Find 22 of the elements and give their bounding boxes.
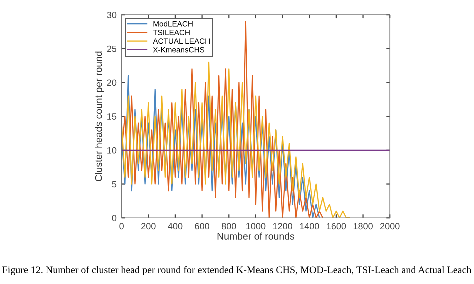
- y-axis-title: Cluster heads count per round: [95, 52, 104, 182]
- y-tick-label: 15: [108, 114, 117, 120]
- y-tick-label: 30: [107, 12, 117, 18]
- x-tick-label: 2000: [380, 223, 400, 230]
- x-tick-label: 1400: [300, 223, 320, 230]
- x-tick-label: 1600: [327, 223, 346, 230]
- x-tick-label: 400: [168, 223, 183, 230]
- x-tick-label: 0: [120, 223, 124, 230]
- y-tick-label: 20: [107, 80, 117, 86]
- x-tick-label: 600: [195, 223, 210, 230]
- x-tick-label: 1000: [246, 223, 266, 230]
- y-tick-label: 10: [108, 147, 117, 154]
- caption: Figure 12. Number of cluster head per round for extended K-Means CHS, MOD-Leach, TSI-Leach and Actual Leach: [2, 266, 472, 276]
- x-tick-label: 200: [142, 223, 156, 230]
- x-axis-title: Number of rounds: [218, 232, 295, 240]
- x-tick-label: 800: [222, 223, 236, 230]
- y-tick-label: 25: [107, 46, 117, 52]
- y-tick-label: 5: [112, 181, 117, 188]
- y-tick-label: 0: [112, 215, 117, 222]
- x-tick-label: 1200: [273, 223, 292, 230]
- x-tick-label: 1800: [354, 223, 373, 230]
- line-series: [122, 21, 324, 218]
